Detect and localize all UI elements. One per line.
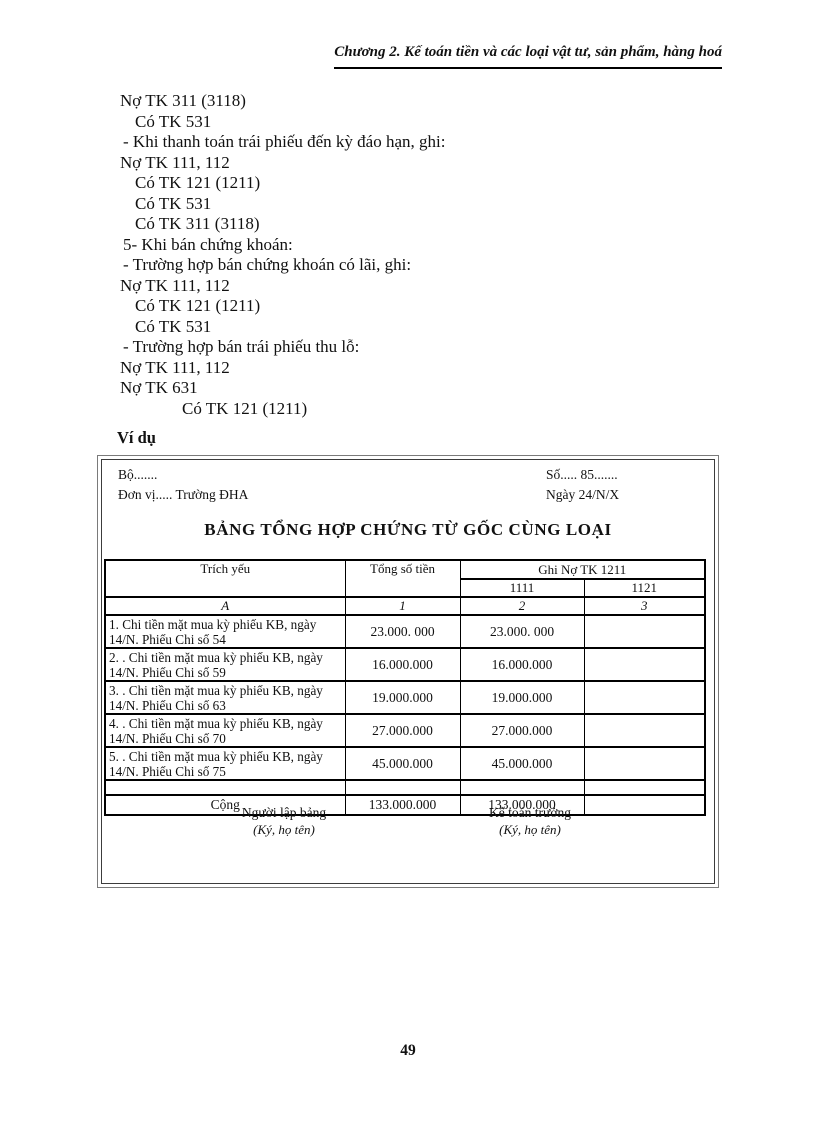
signature-block-preparer: Người lập bảng (Ký, họ tên) — [174, 804, 394, 838]
page-number: 49 — [400, 1042, 416, 1059]
body-line: Nợ TK 111, 112 — [120, 357, 230, 377]
index-cell: 2 — [459, 596, 585, 616]
total-1111: 133.000.000 — [459, 794, 585, 816]
empty-cell — [344, 779, 461, 796]
row-1121 — [583, 746, 706, 781]
body-line: 5- Khi bán chứng khoán: — [123, 234, 293, 254]
row-description: 4. . Chi tiền mặt mua kỳ phiếu KB, ngày … — [104, 713, 346, 748]
total-label: Cộng — [104, 794, 346, 816]
row-1111: 16.000.000 — [459, 647, 585, 682]
total-1121 — [583, 794, 706, 816]
row-1111: 23.000. 000 — [459, 614, 585, 649]
col-header-1111: 1111 — [459, 578, 585, 598]
body-line: Có TK 531 — [135, 316, 212, 336]
form-title: BẢNG TỔNG HỢP CHỨNG TỪ GỐC CÙNG LOẠI — [204, 520, 612, 539]
row-total: 19.000.000 — [344, 680, 461, 715]
row-description: 5. . Chi tiền mặt mua kỳ phiếu KB, ngày … — [104, 746, 346, 781]
body-line: - Trường hợp bán trái phiếu thu lỗ: — [123, 337, 360, 356]
number-line: Số..... 85....... — [546, 467, 618, 482]
table-row: 4. . Chi tiền mặt mua kỳ phiếu KB, ngày … — [104, 713, 706, 748]
row-total: 23.000. 000 — [344, 614, 461, 649]
table-row: 3. . Chi tiền mặt mua kỳ phiếu KB, ngày … — [104, 680, 706, 715]
voucher-form: Bộ....... Đơn vị..... Trường ĐHA Số.....… — [101, 459, 715, 884]
row-total: 45.000.000 — [344, 746, 461, 781]
signature-role: Kế toán trưởng — [489, 805, 571, 820]
row-description: 1. Chi tiền mặt mua kỳ phiếu KB, ngày 14… — [104, 614, 346, 649]
body-line: Nợ TK 111, 112 — [120, 152, 230, 172]
table-header-row: Trích yếu Tổng số tiền Ghi Nợ TK 1211 — [104, 559, 706, 598]
table-subheader-row: 1111 1121 — [105, 578, 706, 598]
table-row: 2. . Chi tiền mặt mua kỳ phiếu KB, ngày … — [104, 647, 706, 682]
col-header-1121: 1121 — [583, 578, 706, 598]
body-line: Nợ TK 311 (3118) — [120, 91, 246, 110]
body-line: Nợ TK 111, 112 — [120, 275, 230, 295]
body-line: - Trường hợp bán chứng khoán có lãi, ghi… — [123, 255, 412, 274]
table-spacer-row — [104, 779, 706, 796]
body-line: Có TK 531 — [135, 193, 212, 213]
index-cell: 1 — [344, 596, 461, 616]
row-1111: 45.000.000 — [459, 746, 585, 781]
body-line: Có TK 311 (3118) — [135, 214, 260, 233]
body-line: Có TK 121 (1211) — [135, 296, 261, 315]
empty-cell — [104, 779, 346, 796]
row-1121 — [583, 680, 706, 715]
voucher-form-frame: Bộ....... Đơn vị..... Trường ĐHA Số.....… — [97, 455, 719, 888]
empty-cell — [459, 779, 585, 796]
signature-role: Người lập bảng — [241, 805, 327, 820]
summary-table: Trích yếu Tổng số tiền Ghi Nợ TK 1211 11… — [104, 559, 706, 816]
signature-note: (Ký, họ tên) — [499, 822, 561, 837]
row-1121 — [583, 614, 706, 649]
total-amount: 133.000.000 — [344, 794, 461, 816]
body-line: Nợ TK 631 — [120, 378, 198, 397]
row-1121 — [583, 713, 706, 748]
org-block-right: Số..... 85....... Ngày 24/N/X — [546, 465, 619, 505]
index-cell: A — [104, 596, 346, 616]
signature-block-chief-accountant: Kế toán trưởng (Ký, họ tên) — [420, 804, 640, 838]
row-total: 27.000.000 — [344, 713, 461, 748]
body-line: Có TK 531 — [135, 111, 212, 131]
unit-line: Đơn vị..... Trường ĐHA — [118, 487, 249, 502]
table-total-row: Cộng 133.000.000 133.000.000 — [104, 794, 706, 816]
signature-note: (Ký, họ tên) — [253, 822, 315, 837]
row-description: 3. . Chi tiền mặt mua kỳ phiếu KB, ngày … — [104, 680, 346, 715]
chapter-running-head: Chương 2. Kế toán tiền và các loại vật t… — [334, 44, 722, 69]
example-heading: Ví dụ — [117, 428, 156, 447]
col-header-ghi-no: Ghi Nợ TK 1211 — [459, 559, 706, 580]
body-line: Có TK 121 (1211) — [135, 173, 261, 192]
table-row: 1. Chi tiền mặt mua kỳ phiếu KB, ngày 14… — [104, 614, 706, 649]
row-description: 2. . Chi tiền mặt mua kỳ phiếu KB, ngày … — [104, 647, 346, 682]
empty-cell — [583, 779, 706, 796]
body-line: - Khi thanh toán trái phiếu đến kỳ đáo h… — [123, 132, 446, 151]
row-total: 16.000.000 — [344, 647, 461, 682]
body-line: Có TK 121 (1211) — [182, 398, 308, 418]
table-row: 5. . Chi tiền mặt mua kỳ phiếu KB, ngày … — [104, 746, 706, 781]
table-index-row: A 1 2 3 — [104, 596, 706, 616]
row-1111: 27.000.000 — [459, 713, 585, 748]
row-1111: 19.000.000 — [459, 680, 585, 715]
accounting-entries-text: Nợ TK 311 (3118) Có TK 531 - Khi thanh t… — [120, 91, 445, 419]
index-cell: 3 — [583, 596, 706, 616]
date-line: Ngày 24/N/X — [546, 487, 620, 502]
org-block-left: Bộ....... Đơn vị..... Trường ĐHA — [118, 465, 248, 505]
row-1121 — [583, 647, 706, 682]
col-header-tong-so-tien: Tổng số tiền — [344, 559, 461, 598]
col-header-trich-yeu: Trích yếu — [104, 559, 346, 598]
ministry-line: Bộ....... — [118, 467, 158, 482]
